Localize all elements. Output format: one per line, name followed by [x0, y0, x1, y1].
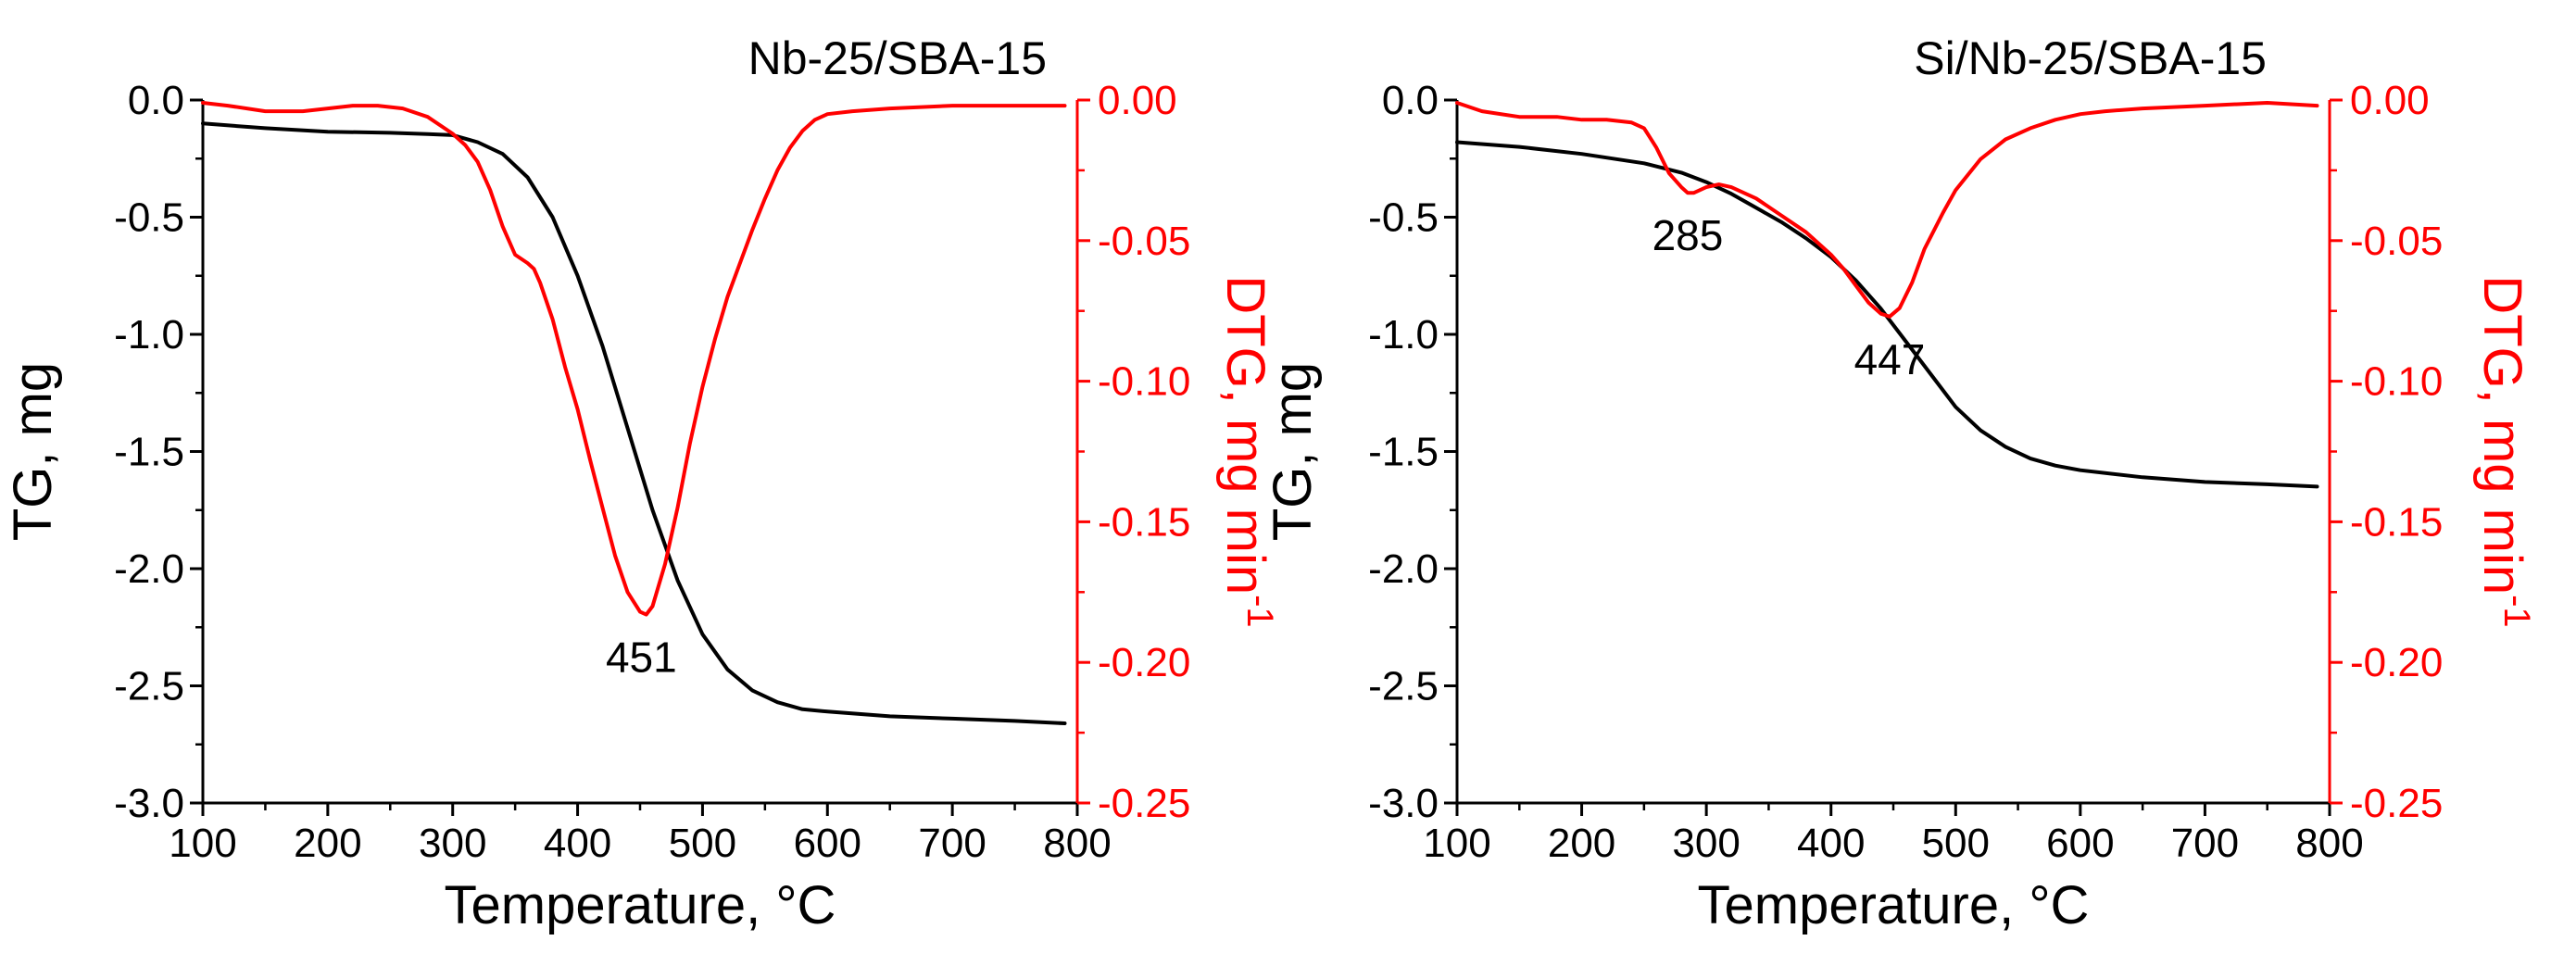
peak-annotation: 285 [1652, 211, 1724, 259]
y-left-axis-label: TG, mg [1263, 362, 1323, 541]
x-tick-label: 500 [1922, 821, 1990, 866]
x-tick-label: 800 [1043, 821, 1111, 866]
x-axis-label: Temperature, °C [1698, 875, 2090, 935]
x-tick-label: 700 [918, 821, 986, 866]
y-right-tick-label: -0.25 [1098, 781, 1190, 826]
y-left-tick-label: -3.0 [1368, 781, 1439, 826]
y-right-axis-label-superscript: -1 [1239, 595, 1280, 628]
y-left-axis-label: TG, mg [3, 362, 63, 541]
y-right-axis-label-superscript: -1 [2496, 595, 2537, 628]
y-right-tick-label: -0.10 [1098, 359, 1190, 405]
x-tick-label: 800 [2295, 821, 2363, 866]
y-left-tick-label: -1.5 [1368, 430, 1439, 475]
y-left-tick-label: -0.5 [114, 195, 184, 241]
y-left-tick-label: -2.5 [1368, 664, 1439, 709]
y-right-axis-label: DTG, mg min-1 [1215, 275, 1280, 627]
peak-annotation: 451 [606, 634, 677, 682]
y-right-tick-label: -0.05 [2350, 219, 2443, 264]
x-tick-label: 500 [669, 821, 736, 866]
y-right-tick-label: -0.20 [1098, 640, 1190, 685]
x-tick-label: 600 [2046, 821, 2114, 866]
tg-series-line [201, 121, 1067, 725]
x-tick-label: 300 [419, 821, 486, 866]
y-left-tick-label: -1.0 [1368, 312, 1439, 358]
x-tick-label: 100 [1423, 821, 1490, 866]
x-tick-label: 400 [1797, 821, 1865, 866]
y-right-tick-label: -0.25 [2350, 781, 2443, 826]
x-tick-label: 200 [1548, 821, 1615, 866]
y-right-axis-label-text: DTG, mg min [2472, 275, 2532, 595]
x-axis-label: Temperature, °C [445, 875, 836, 935]
y-left-tick-label: 0.0 [128, 78, 184, 123]
dtg-series-line [201, 101, 1067, 617]
tg-series-line [1455, 140, 2319, 489]
x-tick-label: 200 [294, 821, 361, 866]
y-right-tick-label: -0.15 [2350, 499, 2443, 545]
x-tick-label: 600 [794, 821, 861, 866]
x-tick-label: 400 [544, 821, 611, 866]
y-left-tick-label: -0.5 [1368, 195, 1439, 241]
x-tick-label: 700 [2171, 821, 2239, 866]
y-right-tick-label: -0.20 [2350, 640, 2443, 685]
y-right-axis-label-text: DTG, mg min [1215, 275, 1275, 595]
peak-annotation: 447 [1854, 335, 1926, 383]
y-right-tick-label: 0.00 [2350, 78, 2430, 123]
y-left-tick-label: -2.5 [114, 664, 184, 709]
y-left-tick-label: 0.0 [1382, 78, 1439, 123]
panel-title: Nb-25/SBA-15 [748, 32, 1047, 84]
y-left-tick-label: -1.5 [114, 430, 184, 475]
chart-si-nb25-sba15: 100 200 300 400 500 600 700 800 0.0 -0.5 -1.0 -1.5 -… [1263, 32, 2537, 935]
y-left-tick-label: -1.0 [114, 312, 184, 358]
x-tick-label: 300 [1672, 821, 1740, 866]
chart-nb25-sba15: 100 200 300 400 500 600 700 800 0.0 -0.5 -1.0 -1.5 -… [3, 32, 1280, 935]
y-right-axis-label: DTG, mg min-1 [2472, 275, 2537, 627]
y-right-tick-label: -0.10 [2350, 359, 2443, 405]
dtg-series-line [1455, 101, 2319, 319]
x-tick-label: 100 [169, 821, 236, 866]
y-right-tick-label: -0.05 [1098, 219, 1190, 264]
y-right-tick-label: -0.15 [1098, 499, 1190, 545]
y-left-tick-label: -3.0 [114, 781, 184, 826]
panel-title: Si/Nb-25/SBA-15 [1914, 32, 2267, 84]
y-right-tick-label: 0.00 [1098, 78, 1177, 123]
y-left-tick-label: -2.0 [1368, 546, 1439, 592]
y-left-tick-label: -2.0 [114, 546, 184, 592]
